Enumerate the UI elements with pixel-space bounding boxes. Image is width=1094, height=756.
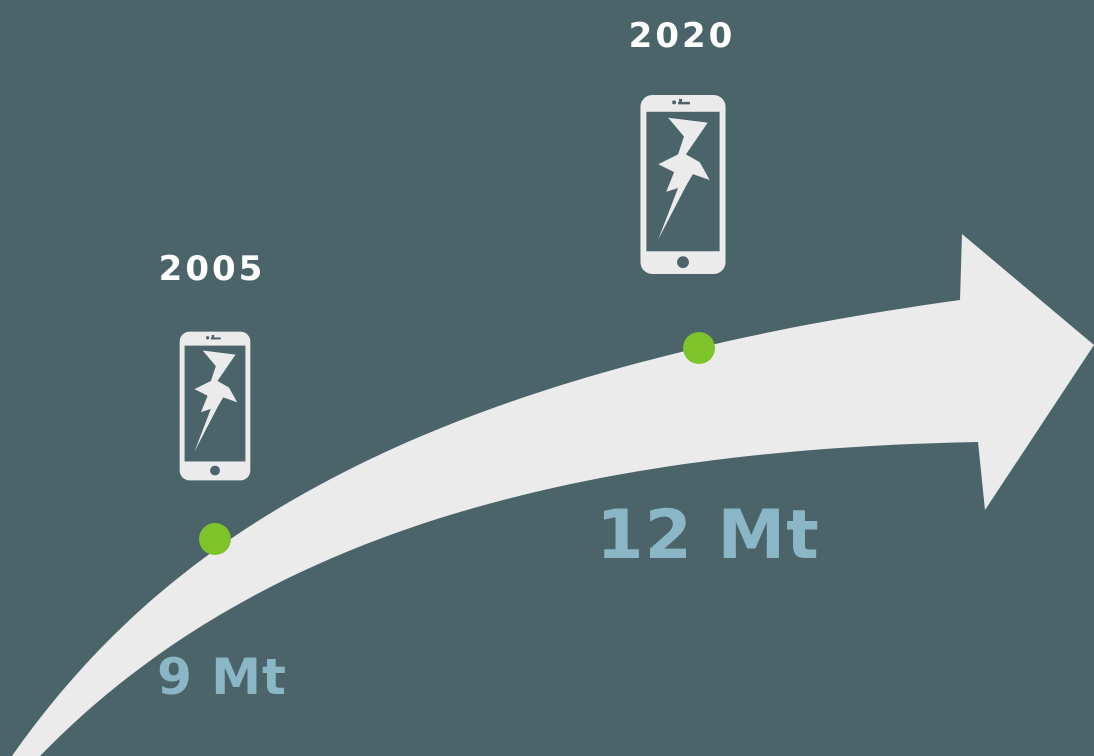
growth-arrow <box>12 234 1094 756</box>
milestone-value-2005: 9 Mt <box>157 648 287 706</box>
milestone-year-2020: 2020 <box>628 16 736 56</box>
milestone-marker-2005 <box>199 523 231 555</box>
cracked-phone-icon <box>179 331 251 481</box>
milestone-year-2005: 2005 <box>158 249 266 289</box>
milestone-value-2020: 12 Mt <box>596 496 820 575</box>
milestone-marker-2020 <box>683 332 715 364</box>
cracked-phone-icon <box>640 94 726 275</box>
